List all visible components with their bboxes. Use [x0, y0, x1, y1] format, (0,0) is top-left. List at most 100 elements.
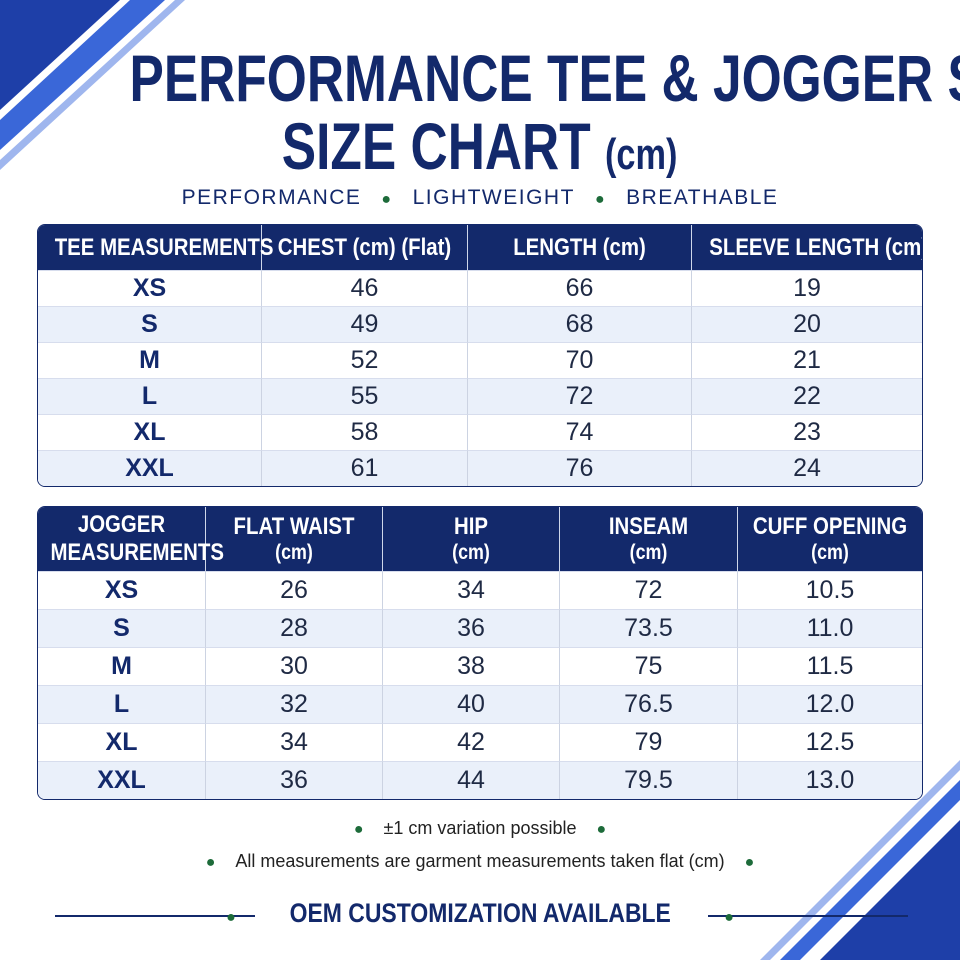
header-line: (cm) — [811, 541, 849, 564]
footer-text: OEM CUSTOMIZATION AVAILABLE — [289, 898, 671, 928]
column-header: FLAT WAIST (cm) — [205, 507, 382, 571]
cell: 46 — [261, 270, 467, 306]
row: XS 26 34 72 10.5 — [38, 571, 922, 609]
title-unit: (cm) — [605, 130, 678, 179]
tagline-item: BREATHABLE — [626, 186, 779, 209]
header-line: (cm) — [629, 541, 668, 564]
cell: 36 — [205, 761, 382, 799]
title-line: PERFORMANCE TEE & JOGGER SET — [129, 41, 960, 115]
cell: 73.5 — [559, 609, 737, 647]
header-row: TEE MEASUREMENTS CHEST (cm) (Flat) LENGTH … — [38, 225, 922, 270]
header-line: SLEEVE LENGTH (cm) — [709, 233, 923, 261]
header-line: HIP — [453, 513, 488, 540]
row: XXL 36 44 79.5 13.0 — [38, 761, 922, 799]
row: XL 34 42 79 12.5 — [38, 723, 922, 761]
header-line: INSEAM — [608, 513, 689, 540]
cell: 72 — [467, 378, 691, 414]
size-label: XS — [38, 571, 205, 609]
column-header: CUFF OPENING (cm) — [737, 507, 922, 571]
cell: 11.5 — [737, 647, 922, 685]
cell: 12.5 — [737, 723, 922, 761]
cell: 24 — [691, 450, 922, 486]
cell: 13.0 — [737, 761, 922, 799]
row: S 28 36 73.5 11.0 — [38, 609, 922, 647]
header-line: FLAT WAIST — [233, 513, 355, 540]
title-line: SIZE CHART — [282, 109, 592, 183]
cell: 19 — [691, 270, 922, 306]
cell: 12.0 — [737, 685, 922, 723]
size-label: M — [38, 647, 205, 685]
header-line: CHEST (cm) (Flat) — [277, 233, 452, 261]
cell: 23 — [691, 414, 922, 450]
cell: 72 — [559, 571, 737, 609]
cell: 40 — [382, 685, 559, 723]
cell: 61 — [261, 450, 467, 486]
cell: 68 — [467, 306, 691, 342]
cell: 75 — [559, 647, 737, 685]
cell: 44 — [382, 761, 559, 799]
size-label: S — [38, 306, 261, 342]
note: ● All measurements are garment measuremen… — [205, 851, 755, 871]
header-line: JOGGER — [77, 511, 166, 538]
cell: 55 — [261, 378, 467, 414]
cell: 42 — [382, 723, 559, 761]
row: M 30 38 75 11.5 — [38, 647, 922, 685]
cell: 38 — [382, 647, 559, 685]
tagline: PERFORMANCE ● LIGHTWEIGHT ● BREATHABLE — [0, 186, 960, 210]
cell: 49 — [261, 306, 467, 342]
cell: 52 — [261, 342, 467, 378]
cell: 76.5 — [559, 685, 737, 723]
cell: 11.0 — [737, 609, 922, 647]
row: S 49 68 20 — [38, 306, 922, 342]
cell: 22 — [691, 378, 922, 414]
title: PERFORMANCE TEE & JOGGER SET — [0, 40, 960, 116]
header-line: MEASUREMENTS — [50, 539, 224, 566]
note: ● ±1 cm variation possible ● — [353, 818, 607, 838]
size-label: XL — [38, 414, 261, 450]
row: XS 46 66 19 — [38, 270, 922, 306]
rule — [55, 915, 255, 917]
size-label: XXL — [38, 761, 205, 799]
row: XL 58 74 23 — [38, 414, 922, 450]
cell: 26 — [205, 571, 382, 609]
cell: 34 — [382, 571, 559, 609]
cell: 10.5 — [737, 571, 922, 609]
column-header: LENGTH (cm) — [467, 225, 691, 270]
cell: 28 — [205, 609, 382, 647]
cell: 74 — [467, 414, 691, 450]
row: M 52 70 21 — [38, 342, 922, 378]
cell: 79 — [559, 723, 737, 761]
header-line: (cm) — [452, 541, 490, 564]
cell: 70 — [467, 342, 691, 378]
cell: 58 — [261, 414, 467, 450]
note-text: All measurements are garment measurement… — [235, 851, 725, 871]
header-row: JOGGER MEASUREMENTS FLAT WAIST (cm) HIP (cm) I… — [38, 507, 922, 571]
tagline-item: LIGHTWEIGHT — [412, 186, 575, 209]
size-label: XXL — [38, 450, 261, 486]
cell: 30 — [205, 647, 382, 685]
tee-table: TEE MEASUREMENTS CHEST (cm) (Flat) LENGTH … — [37, 224, 923, 487]
size-label: M — [38, 342, 261, 378]
cell: 20 — [691, 306, 922, 342]
column-header: TEE MEASUREMENTS — [38, 225, 274, 270]
size-label: XL — [38, 723, 205, 761]
cell: 79.5 — [559, 761, 737, 799]
row: L 32 40 76.5 12.0 — [38, 685, 922, 723]
separator: ● — [594, 191, 607, 208]
size-label: L — [38, 685, 205, 723]
header-line: TEE MEASUREMENTS — [54, 233, 274, 261]
row: L 55 72 22 — [38, 378, 922, 414]
tagline-item: PERFORMANCE — [181, 186, 362, 209]
size-label: L — [38, 378, 261, 414]
size-label: S — [38, 609, 205, 647]
separator: ● — [381, 191, 393, 208]
column-header: SLEEVE LENGTH (cm) — [691, 225, 922, 270]
size-label: XS — [38, 270, 261, 306]
row: XXL 61 76 24 — [38, 450, 922, 486]
rule — [708, 915, 908, 917]
column-header: CHEST (cm) (Flat) — [261, 225, 467, 270]
cell: 36 — [382, 609, 559, 647]
column-header: HIP (cm) — [382, 507, 559, 571]
title: SIZE CHART (cm) — [0, 108, 960, 184]
